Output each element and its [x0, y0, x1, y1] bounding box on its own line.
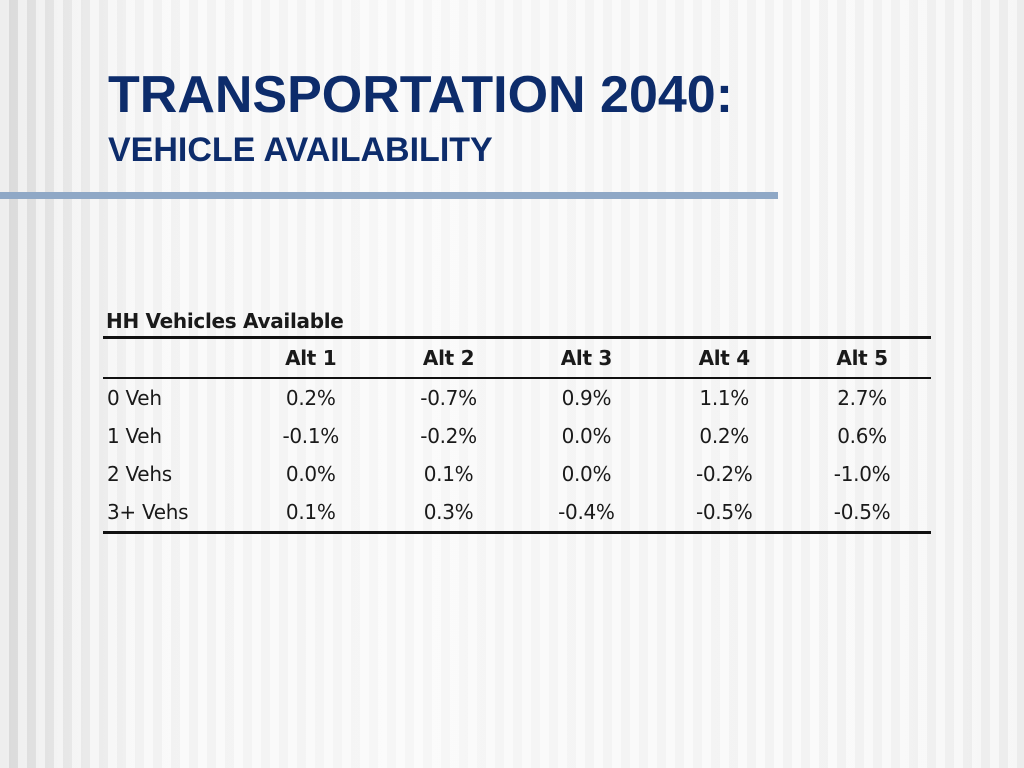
- table-header-row: Alt 1 Alt 2 Alt 3 Alt 4 Alt 5: [103, 337, 931, 379]
- column-header-alt-3: Alt 3: [517, 337, 656, 379]
- row-label: 0 Veh: [107, 386, 162, 410]
- table-cell: -0.5%: [833, 500, 891, 524]
- column-header-alt-4: Alt 4: [655, 337, 794, 379]
- table-row: 3+ Vehs 0.1% 0.3% -0.4% -0.5% -0.5%: [103, 493, 931, 533]
- column-header-blank: [103, 337, 242, 379]
- table-caption: HH Vehicles Available: [106, 309, 344, 333]
- table-cell: 0.9%: [561, 386, 612, 410]
- title-block: TRANSPORTATION 2040: VEHICLE AVAILABILIT…: [108, 64, 808, 170]
- row-label: 2 Vehs: [107, 462, 172, 486]
- row-label: 3+ Vehs: [107, 500, 189, 524]
- table-cell: -0.7%: [420, 386, 477, 410]
- table-cell: 2.7%: [837, 386, 887, 410]
- table-cell: -0.1%: [282, 424, 339, 448]
- table-cell: -1.0%: [833, 462, 891, 486]
- table-row: 2 Vehs 0.0% 0.1% 0.0% -0.2% -1.0%: [103, 455, 931, 493]
- table-cell: 0.2%: [285, 386, 336, 410]
- table-row: 0 Veh 0.2% -0.7% 0.9% 1.1% 2.7%: [103, 378, 931, 417]
- table-cell: 0.1%: [285, 500, 336, 524]
- column-header-alt-1: Alt 1: [241, 337, 380, 379]
- title-divider: [0, 192, 778, 199]
- table-cell: 0.3%: [423, 500, 474, 524]
- table-cell: 0.0%: [285, 462, 336, 486]
- vehicle-availability-table: Alt 1 Alt 2 Alt 3 Alt 4 Alt 5 0 Veh 0.2%…: [103, 336, 931, 534]
- slide-subtitle: VEHICLE AVAILABILITY: [108, 131, 493, 169]
- row-label: 1 Veh: [107, 424, 162, 448]
- table-cell: 0.0%: [561, 424, 612, 448]
- table-cell: 0.0%: [561, 462, 612, 486]
- table-cell: -0.5%: [695, 500, 753, 524]
- table-cell: -0.2%: [695, 462, 753, 486]
- table-row: 1 Veh -0.1% -0.2% 0.0% 0.2% 0.6%: [103, 417, 931, 455]
- slide-title: TRANSPORTATION 2040:: [108, 66, 734, 124]
- table-cell: 0.6%: [837, 424, 887, 448]
- table-cell: -0.2%: [420, 424, 477, 448]
- table-cell: 0.1%: [423, 462, 474, 486]
- table-cell: 0.2%: [699, 424, 750, 448]
- column-header-alt-2: Alt 2: [379, 337, 518, 379]
- table-cell: 1.1%: [699, 386, 750, 410]
- column-header-alt-5: Alt 5: [793, 337, 931, 379]
- table-cell: -0.4%: [558, 500, 615, 524]
